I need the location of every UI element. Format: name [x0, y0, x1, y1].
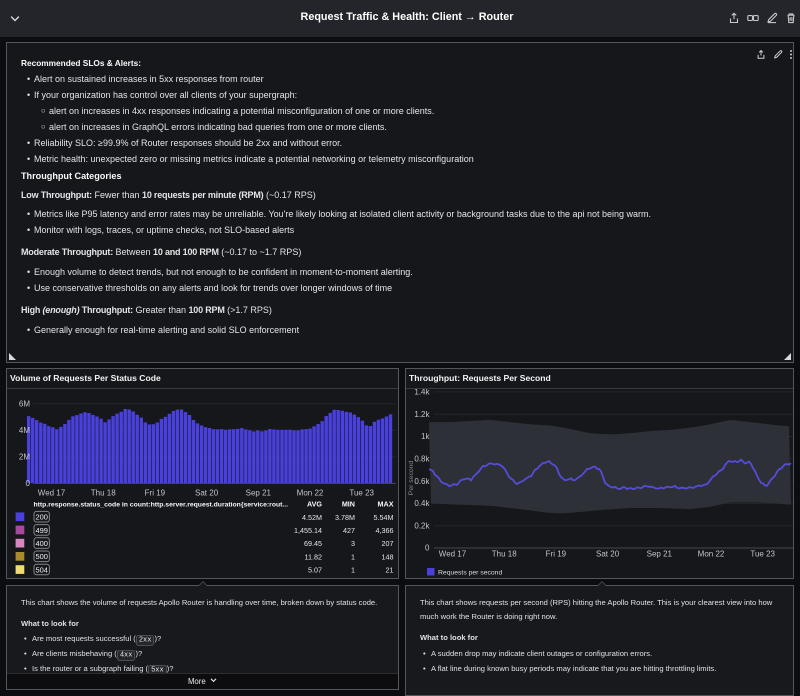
- svg-text:Sep 21: Sep 21: [647, 550, 673, 559]
- svg-text:1,455.14: 1,455.14: [294, 526, 322, 535]
- svg-text:MAX: MAX: [378, 500, 394, 509]
- svg-text:69.45: 69.45: [304, 539, 322, 548]
- svg-text:AVG: AVG: [307, 500, 322, 509]
- svg-text:500: 500: [35, 552, 48, 561]
- svg-text:5.54M: 5.54M: [374, 513, 394, 522]
- svg-text:0.8k: 0.8k: [414, 455, 430, 464]
- svg-text:0.4k: 0.4k: [414, 499, 430, 508]
- svg-text:499: 499: [35, 526, 48, 535]
- svg-text:Wed 17: Wed 17: [38, 489, 66, 498]
- svg-text:Requests per second: Requests per second: [438, 570, 502, 577]
- svg-text:0: 0: [26, 479, 31, 488]
- svg-text:Fri 19: Fri 19: [145, 489, 166, 498]
- svg-text:1.2k: 1.2k: [414, 410, 430, 419]
- svg-text:6M: 6M: [19, 399, 30, 408]
- svg-text:11.82: 11.82: [305, 552, 322, 561]
- svg-text:Thu 18: Thu 18: [91, 489, 116, 498]
- svg-text:1: 1: [351, 566, 355, 575]
- svg-text:Sat 20: Sat 20: [596, 550, 620, 559]
- svg-text:Per second: Per second: [408, 461, 415, 496]
- svg-text:Sat 20: Sat 20: [195, 489, 219, 498]
- svg-text:1: 1: [351, 552, 355, 561]
- svg-text:400: 400: [35, 539, 48, 548]
- svg-text:1.4k: 1.4k: [414, 388, 430, 397]
- svg-text:0.6k: 0.6k: [414, 477, 430, 486]
- svg-text:0.2k: 0.2k: [414, 521, 430, 530]
- svg-text:Tue 23: Tue 23: [349, 489, 374, 498]
- svg-text:148: 148: [382, 552, 394, 561]
- svg-text:4M: 4M: [19, 426, 30, 435]
- svg-text:Sep 21: Sep 21: [246, 489, 272, 498]
- svg-text:207: 207: [382, 539, 394, 548]
- svg-text:2M: 2M: [19, 453, 30, 462]
- svg-text:Mon 22: Mon 22: [297, 489, 324, 498]
- svg-text:0: 0: [425, 544, 430, 553]
- svg-text:3: 3: [351, 539, 355, 548]
- svg-text:4.52M: 4.52M: [302, 513, 322, 522]
- svg-text:5.07: 5.07: [308, 566, 322, 575]
- svg-text:504: 504: [35, 565, 48, 574]
- svg-text:MIN: MIN: [342, 500, 355, 509]
- svg-text:Thu 18: Thu 18: [492, 550, 517, 559]
- svg-text:427: 427: [343, 526, 355, 535]
- svg-text:4,366: 4,366: [376, 526, 394, 535]
- svg-text:http.response.status_code in c: http.response.status_code in count:http.…: [34, 502, 289, 509]
- svg-text:Tue 23: Tue 23: [750, 550, 775, 559]
- svg-text:Fri 19: Fri 19: [546, 550, 567, 559]
- svg-text:Wed 17: Wed 17: [439, 550, 467, 559]
- svg-text:Mon 22: Mon 22: [698, 550, 725, 559]
- svg-text:3.78M: 3.78M: [335, 513, 355, 522]
- svg-text:1k: 1k: [421, 432, 430, 441]
- svg-text:200: 200: [35, 513, 48, 522]
- svg-text:21: 21: [386, 566, 394, 575]
